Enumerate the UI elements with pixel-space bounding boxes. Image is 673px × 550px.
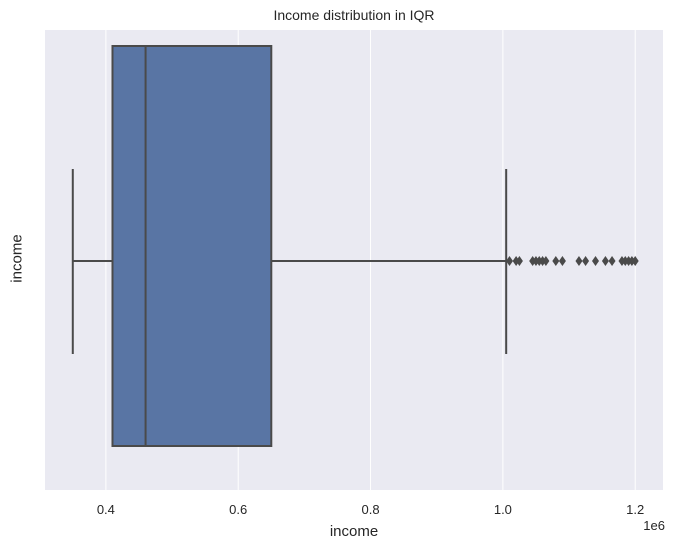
x-tick-label: 0.4 (96, 502, 115, 517)
y-axis-label: income (8, 234, 26, 283)
outlier-marker (582, 256, 590, 266)
plot-area (45, 30, 663, 490)
outlier-marker (552, 256, 560, 266)
outlier-marker (608, 256, 616, 266)
iqr-box (111, 45, 273, 447)
x-tick-label: 1.2 (626, 502, 645, 517)
outlier-marker (542, 256, 550, 266)
outlier-marker (575, 256, 583, 266)
x-axis-label: income (329, 523, 379, 540)
x-tick-label: 1.0 (493, 502, 512, 517)
x-axis-offset-label: 1e6 (643, 518, 665, 533)
outlier-marker (505, 256, 513, 266)
chart-title: Income distribution in IQR (273, 7, 435, 23)
x-tick-label: 0.8 (361, 502, 380, 517)
outlier-marker (631, 256, 639, 266)
boxplot-canvas (71, 30, 639, 490)
x-tick-label: 0.6 (229, 502, 248, 517)
outlier-marker (601, 256, 609, 266)
outlier-marker (558, 256, 566, 266)
outlier-marker (515, 256, 523, 266)
outlier-marker (592, 256, 600, 266)
